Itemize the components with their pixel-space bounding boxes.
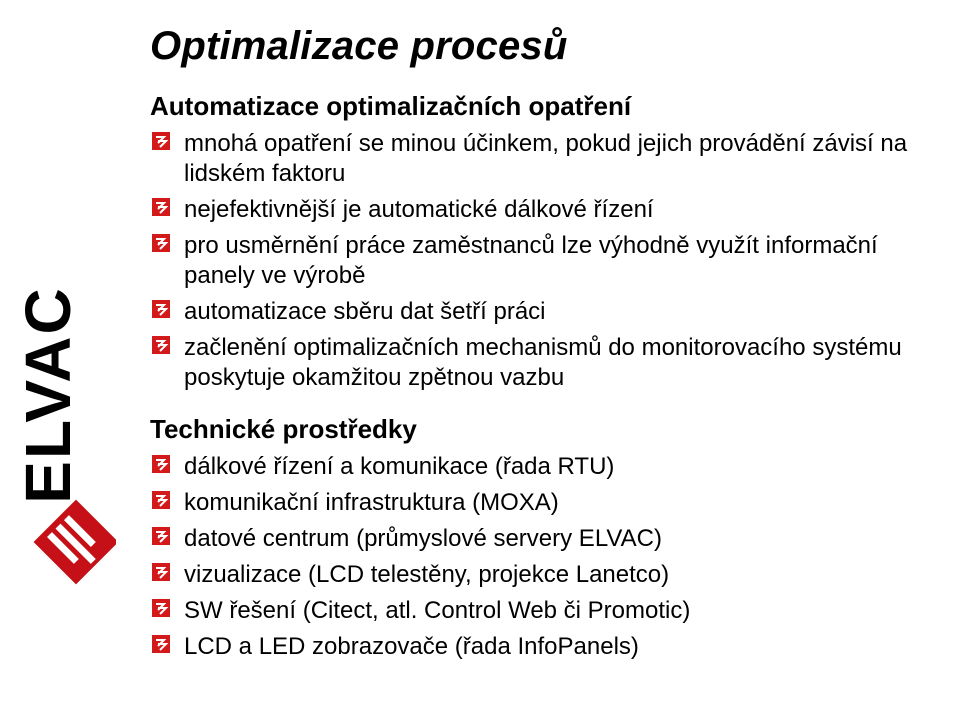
bullet-text: LCD a LED zobrazovače (řada InfoPanels) <box>184 633 639 660</box>
section1-heading: Automatizace optimalizačních opatření <box>150 91 930 122</box>
list-item: dálkové řízení a komunikace (řada RTU) <box>150 449 930 485</box>
bullet-marker-icon <box>152 527 170 545</box>
bullet-text: SW řešení (Citect, atl. Control Web či P… <box>184 597 690 624</box>
list-item: začlenění optimalizačních mechanismů do … <box>150 330 930 396</box>
bullet-marker-icon <box>152 455 170 473</box>
list-item: datové centrum (průmyslové servery ELVAC… <box>150 521 930 557</box>
list-item: mnohá opatření se minou účinkem, pokud j… <box>150 126 930 192</box>
bullet-text: nejefektivnější je automatické dálkové ř… <box>184 196 654 223</box>
page-title: Optimalizace procesů <box>150 24 930 69</box>
bullet-marker-icon <box>152 563 170 581</box>
bullet-text: datové centrum (průmyslové servery ELVAC… <box>184 525 662 552</box>
bullet-marker-icon <box>152 635 170 653</box>
bullet-text: začlenění optimalizačních mechanismů do … <box>184 334 902 391</box>
elvac-logo: ELVAC <box>24 130 116 630</box>
bullet-text: vizualizace (LCD telestěny, projekce Lan… <box>184 561 669 588</box>
bullet-marker-icon <box>152 198 170 216</box>
bullet-marker-icon <box>152 599 170 617</box>
slide: ELVAC Optimalizace procesů Automatizace … <box>0 0 960 717</box>
list-item: LCD a LED zobrazovače (řada InfoPanels) <box>150 629 930 665</box>
list-item: komunikační infrastruktura (MOXA) <box>150 485 930 521</box>
list-item: automatizace sběru dat šetří práci <box>150 294 930 330</box>
section2-heading: Technické prostředky <box>150 414 930 445</box>
bullet-marker-icon <box>152 491 170 509</box>
content-area: Optimalizace procesů Automatizace optima… <box>150 24 930 683</box>
bullet-marker-icon <box>152 300 170 318</box>
list-item: SW řešení (Citect, atl. Control Web či P… <box>150 593 930 629</box>
list-item: nejefektivnější je automatické dálkové ř… <box>150 192 930 228</box>
bullet-text: komunikační infrastruktura (MOXA) <box>184 489 559 516</box>
bullet-marker-icon <box>152 336 170 354</box>
bullet-text: pro usměrnění práce zaměstnanců lze výho… <box>184 232 878 289</box>
bullet-text: dálkové řízení a komunikace (řada RTU) <box>184 453 614 480</box>
svg-text:ELVAC: ELVAC <box>24 286 84 503</box>
bullet-list-1: mnohá opatření se minou účinkem, pokud j… <box>150 126 930 396</box>
bullet-marker-icon <box>152 234 170 252</box>
bullet-text: mnohá opatření se minou účinkem, pokud j… <box>184 130 907 187</box>
list-item: vizualizace (LCD telestěny, projekce Lan… <box>150 557 930 593</box>
list-item: pro usměrnění práce zaměstnanců lze výho… <box>150 228 930 294</box>
bullet-text: automatizace sběru dat šetří práci <box>184 298 546 325</box>
bullet-list-2: dálkové řízení a komunikace (řada RTU) ko… <box>150 449 930 665</box>
bullet-marker-icon <box>152 132 170 150</box>
